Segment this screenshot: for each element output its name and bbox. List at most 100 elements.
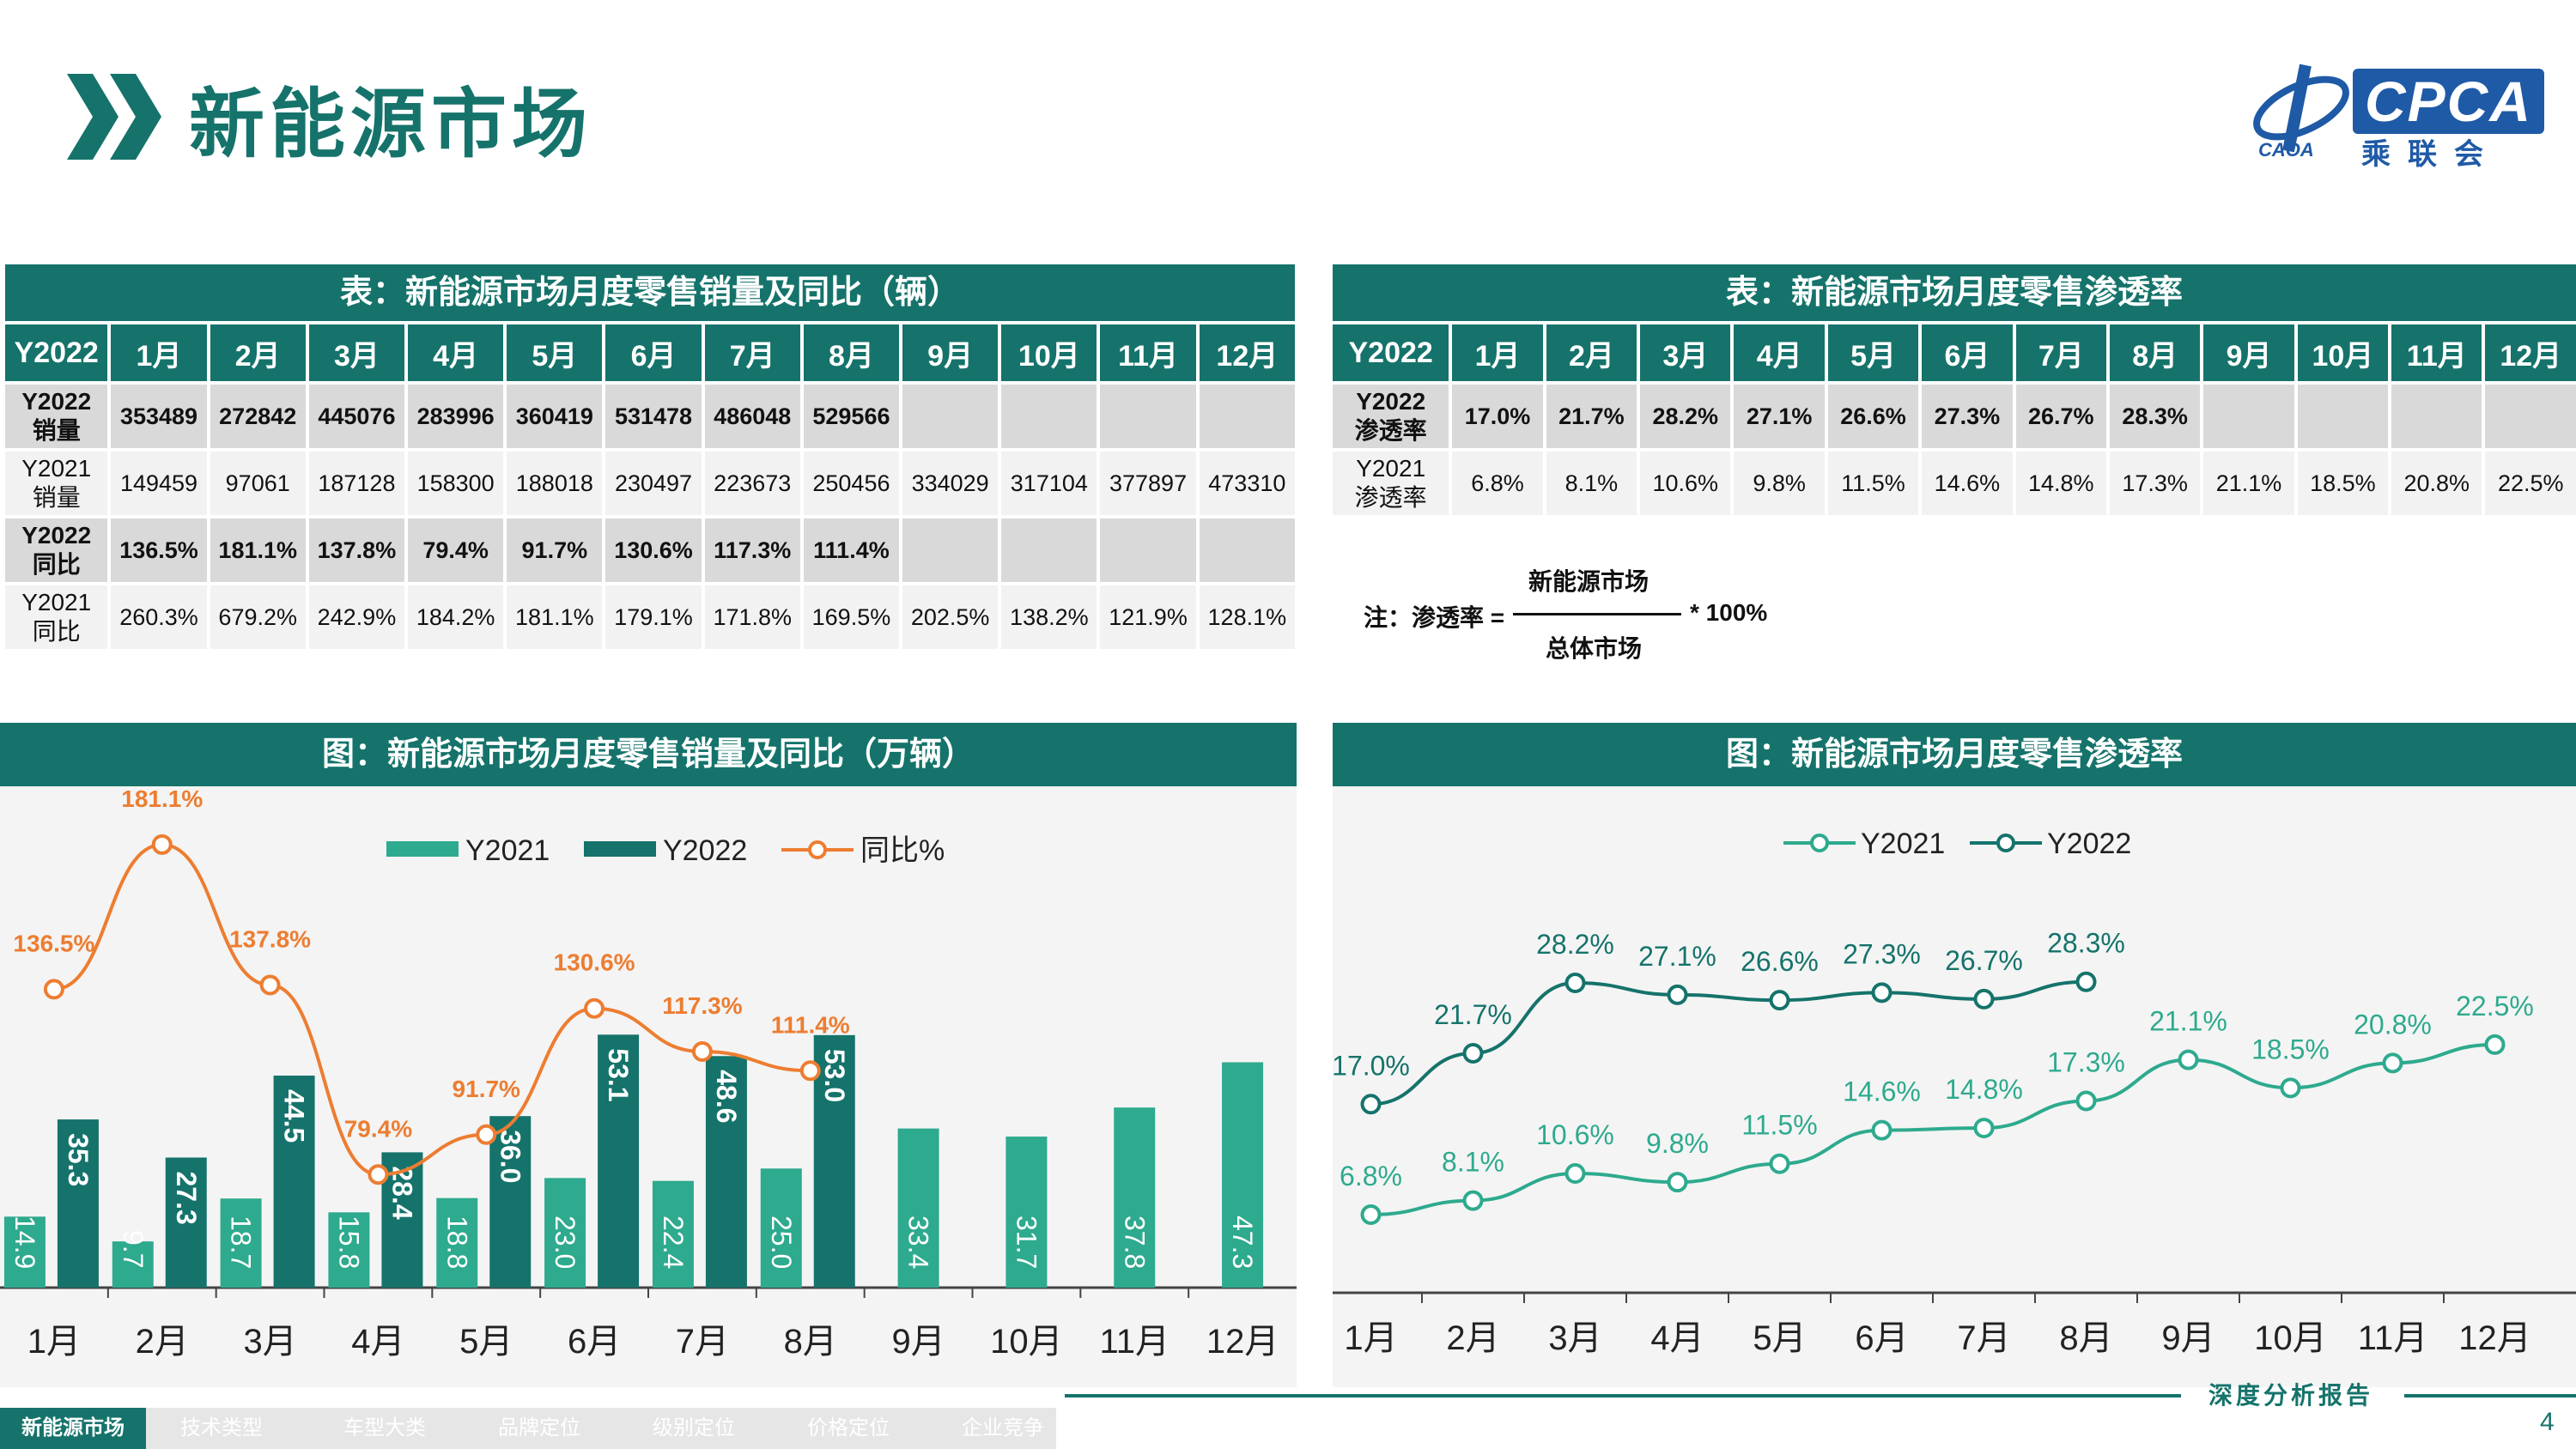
bar-y2021 [220,1198,262,1288]
x-tick-label: 7月 [676,1323,729,1361]
bar-y2021 [897,1128,939,1288]
table-cell: 27.1% [1734,385,1825,448]
table-cell: 230497 [605,452,702,515]
x-tick-label: 2月 [1446,1319,1499,1357]
legend-swatch [386,841,459,857]
table-cell: 9.8% [1734,452,1825,515]
table-cell: 529566 [803,385,900,448]
bar-y2022 [273,1076,315,1288]
x-tick-label: 12月 [2458,1319,2531,1357]
data-label-y2021: 20.8% [2354,1009,2432,1040]
table-row: Y2022 渗透率 17.0% 21.7% 28.2% 27.1% 26.6% 27.3% 26… [1333,385,2576,448]
series-point-y2021 [1769,1153,1790,1174]
table-cell: 272842 [210,385,306,448]
x-tick-label: 2月 [136,1323,189,1361]
nav-item[interactable]: 价格定位 [807,1416,890,1440]
table-cell: 17.3% [2109,452,2201,515]
formula-note: 注：渗透率 = [1364,604,1505,631]
bar-label-y2021: 23.0 [550,1216,580,1269]
series-point-y2022 [2075,971,2097,992]
column-header: 4月 [1734,324,1825,381]
column-header: 9月 [2203,324,2294,381]
bar-label-y2021: 33.4 [903,1216,934,1269]
table-cell: 149459 [111,452,207,515]
formula-numerator: 新能源市场 [1528,568,1649,595]
table-cell: 317104 [1001,452,1097,515]
table-cell: 353489 [111,385,207,448]
table-cell [2485,385,2576,448]
table-cell: 97061 [210,452,306,515]
bar-label-y2022: 53.1 [603,1048,634,1101]
bar-label-y2021: 9.7 [118,1230,149,1268]
yoy-label: 117.3% [662,992,743,1019]
column-header: 3月 [308,324,405,381]
table-cell: 21.7% [1546,385,1637,448]
nav-item[interactable]: 车型大类 [343,1416,426,1440]
column-header: 5月 [1827,324,1919,381]
formula-denominator: 总体市场 [1546,635,1643,662]
table-cell: 136.5% [111,518,207,582]
series-point-y2022 [1360,1094,1382,1115]
chart2-background [1333,786,2576,1387]
series-point-y2021 [2075,1090,2097,1112]
bar-y2021 [1222,1062,1264,1288]
table-cell: 360419 [507,385,603,448]
bar-y2021 [3,1216,46,1288]
data-label-y2021: 14.8% [1945,1074,2023,1105]
sales-bar-chart: 1月 2月 3月 4月 5月 6月 7月 8月 9月 10月 11月 12月 14.9 35.3 9.7 27… [0,786,1297,1361]
column-header: 9月 [902,324,999,381]
table-cell: 117.3% [704,518,800,582]
yoy-label: 111.4% [771,1011,850,1038]
bar-label-y2021: 15.8 [333,1216,364,1269]
yoy-point [691,1041,713,1063]
x-tick-label: 10月 [990,1323,1063,1361]
bar-label-y2021: 14.9 [9,1216,40,1269]
bar-y2021 [112,1241,154,1288]
table-cell: 473310 [1199,452,1295,515]
table-cell [1100,385,1196,448]
row-header: Y2021 销量 [5,452,108,515]
table-cell: 283996 [408,385,504,448]
table-cell: 223673 [704,452,800,515]
table-cell: 28.2% [1640,385,1731,448]
x-tick-label: 7月 [1957,1319,2010,1357]
yoy-point [151,834,173,855]
nav-item[interactable]: 新能源市场 [0,1408,146,1449]
legend-label: Y2022 [663,834,747,867]
series-point-y2022 [1564,973,1586,993]
yoy-point [476,1124,497,1145]
data-label-y2021: 11.5% [1741,1110,1817,1141]
table-cell: 179.1% [605,585,702,649]
page-title: 新能源市场 [189,82,593,167]
yoy-label: 181.1% [121,786,203,812]
data-label-y2022: 27.3% [1843,938,1921,969]
bar-y2022 [813,1034,855,1288]
table-cell: 184.2% [408,585,504,649]
bar-y2021 [760,1168,802,1288]
x-tick-label: 11月 [2358,1319,2428,1357]
table2-title: 表：新能源市场月度零售渗透率 [1333,264,2576,321]
table-cell: 18.5% [2297,452,2389,515]
table-cell: 531478 [605,385,702,448]
x-tick-label: 4月 [1650,1319,1704,1357]
nav-item[interactable]: 企业竞争 [962,1416,1044,1440]
x-tick-label: 10月 [2254,1319,2327,1357]
series-point-y2021 [2280,1077,2301,1099]
data-label-y2022: 27.1% [1638,941,1716,972]
nav-item[interactable]: 级别定位 [653,1416,735,1440]
bar-label-y2021: 31.7 [1011,1216,1042,1269]
nav-item[interactable]: 技术类型 [180,1416,263,1440]
table-cell: 334029 [902,452,999,515]
nav-item[interactable]: 品牌定位 [498,1416,580,1440]
table-cell: 137.8% [308,518,405,582]
data-label-y2021: 10.6% [1536,1119,1614,1150]
yoy-point [259,974,281,996]
bar-label-y2021: 25.0 [766,1216,797,1269]
column-header: 6月 [1922,324,2013,381]
bar-label-y2022: 44.5 [279,1089,310,1143]
x-tick-label: 3月 [243,1323,296,1361]
bar-y2022 [705,1056,747,1288]
data-label-y2021: 22.5% [2456,991,2534,1022]
sales-table: Y2022 1月 2月 3月 4月 5月 6月 7月 8月 9月 10月 11月 12月 Y2022 销量 3… [2,321,1298,652]
page-number: 4 [2540,1408,2555,1436]
